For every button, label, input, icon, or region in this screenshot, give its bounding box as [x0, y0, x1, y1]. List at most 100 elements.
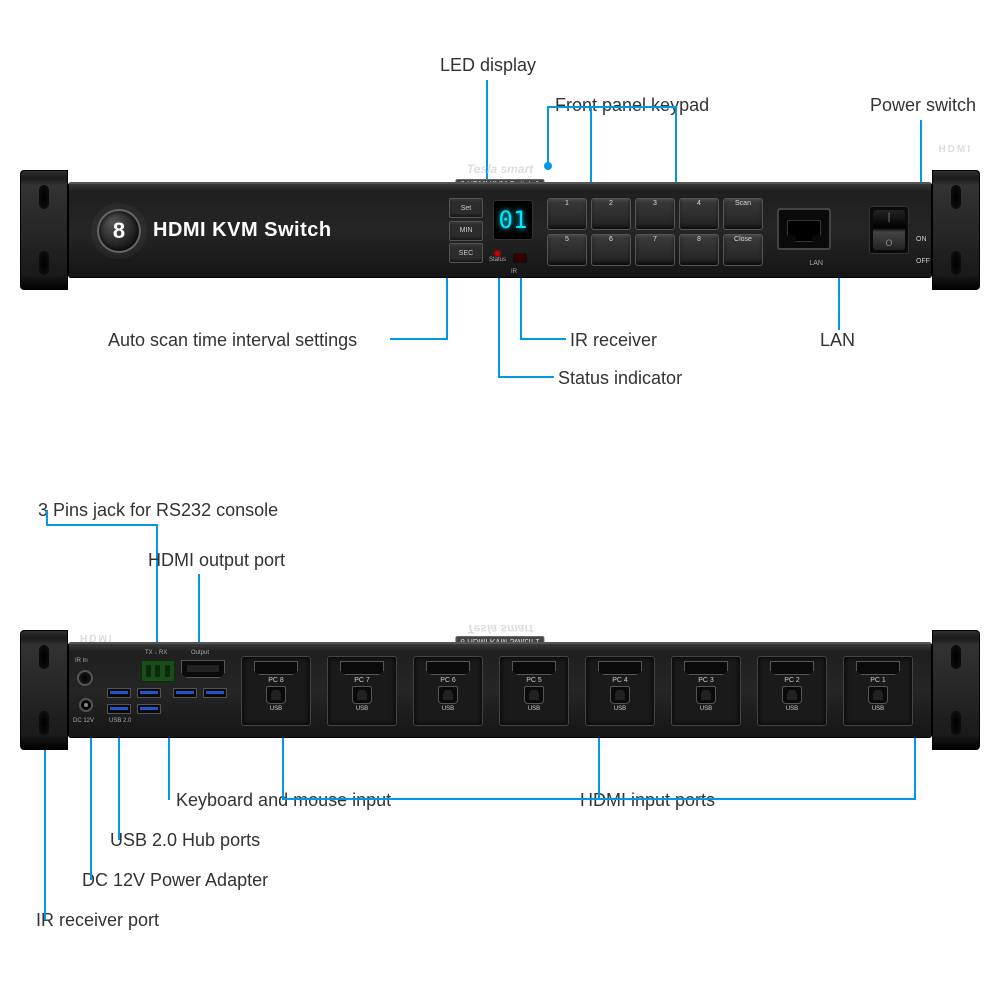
usb-b-port[interactable]: [610, 686, 630, 704]
usb-b-port[interactable]: [868, 686, 888, 704]
product-logo: 8 HDMI KVM Switch: [97, 209, 332, 253]
key-3[interactable]: 3: [635, 198, 675, 230]
usb-a-port[interactable]: [137, 704, 161, 714]
hdmi-input-port[interactable]: [770, 661, 814, 675]
hdmi-input-port[interactable]: [684, 661, 728, 675]
min-button[interactable]: MIN: [449, 221, 483, 241]
pc-port-block: PC 1 USB: [843, 656, 913, 726]
pc-label: PC 7: [354, 677, 370, 684]
rear-panel: HDMI 8 HDMI KVM Switch 1 Tesla smart IR …: [20, 630, 980, 750]
usb-label: USB: [442, 706, 454, 712]
usb-a-port[interactable]: [137, 688, 161, 698]
line: [520, 338, 566, 340]
callout-rs232: 3 Pins jack for RS232 console: [38, 500, 278, 521]
line: [547, 106, 677, 108]
rack-slot: [39, 645, 49, 669]
set-button[interactable]: Set: [449, 198, 483, 218]
rs232-port[interactable]: [141, 660, 175, 682]
line: [547, 106, 549, 166]
usb-b-port[interactable]: [352, 686, 372, 704]
ir-in-jack[interactable]: [77, 670, 93, 686]
sec-button[interactable]: SEC: [449, 243, 483, 263]
pc-label: PC 1: [870, 677, 886, 684]
pc-label: PC 4: [612, 677, 628, 684]
line: [46, 524, 158, 526]
callout-hdmi-in: HDMI input ports: [580, 790, 715, 811]
output-label: Output: [191, 650, 209, 656]
callout-ir-port: IR receiver port: [36, 910, 159, 931]
pc-port-block: PC 7 USB: [327, 656, 397, 726]
brand-line1: Tesla smart: [455, 622, 544, 636]
rack-ear-right: [932, 170, 980, 290]
key-close[interactable]: Close: [723, 234, 763, 266]
pc-label: PC 3: [698, 677, 714, 684]
callout-status: Status indicator: [558, 368, 682, 389]
hdmi-input-port[interactable]: [856, 661, 900, 675]
line: [498, 376, 554, 378]
on-off-labels: ON OFF: [916, 229, 930, 273]
hdmi-input-port[interactable]: [426, 661, 470, 675]
rack-slot: [39, 711, 49, 735]
usb-b-port[interactable]: [266, 686, 286, 704]
hdmi-logo: HDMI: [938, 144, 972, 155]
key-scan[interactable]: Scan: [723, 198, 763, 230]
key-1[interactable]: 1: [547, 198, 587, 230]
hdmi-input-port[interactable]: [512, 661, 556, 675]
led-display: 01: [493, 200, 533, 240]
key-7[interactable]: 7: [635, 234, 675, 266]
logo-badge: 8: [97, 209, 141, 253]
front-panel: Tesla smart 8 HDMI KVM Switch 1 HDMI 8 H…: [20, 170, 980, 290]
line: [390, 338, 446, 340]
key-5[interactable]: 5: [547, 234, 587, 266]
ir-in-label: IR In: [75, 658, 88, 664]
usb-a-port[interactable]: [203, 688, 227, 698]
pc-port-block: PC 6 USB: [413, 656, 483, 726]
callout-lan: LAN: [820, 330, 855, 351]
key-6[interactable]: 6: [591, 234, 631, 266]
key-2[interactable]: 2: [591, 198, 631, 230]
pc-label: PC 5: [526, 677, 542, 684]
usb-label: USB: [786, 706, 798, 712]
hdmi-input-port[interactable]: [254, 661, 298, 675]
rack-ear-left: [20, 170, 68, 290]
pc-port-block: PC 5 USB: [499, 656, 569, 726]
key-8[interactable]: 8: [679, 234, 719, 266]
callout-hdmi-out: HDMI output port: [148, 550, 285, 571]
rack-slot: [39, 185, 49, 209]
usb-label: USB: [872, 706, 884, 712]
pc-label: PC 2: [784, 677, 800, 684]
callout-ir-receiver: IR receiver: [570, 330, 657, 351]
dot: [544, 162, 552, 170]
usb-label: USB: [528, 706, 540, 712]
pc-label: PC 6: [440, 677, 456, 684]
rack-slot: [951, 645, 961, 669]
rack-slot: [951, 185, 961, 209]
pc-port-block: PC 2 USB: [757, 656, 827, 726]
hdmi-output-port[interactable]: [181, 660, 225, 678]
usb20-label: USB 2.0: [109, 718, 131, 724]
keypad: 1 2 3 4 Scan 5 6 7 8 Close: [547, 198, 763, 266]
usb-label: USB: [356, 706, 368, 712]
callout-usb-hub: USB 2.0 Hub ports: [110, 830, 260, 851]
callout-power-switch: Power switch: [870, 95, 976, 116]
usb-b-port[interactable]: [524, 686, 544, 704]
rack-ear-left: [20, 630, 68, 750]
usb-b-port[interactable]: [696, 686, 716, 704]
pc-label: PC 8: [268, 677, 284, 684]
lan-port[interactable]: [777, 208, 831, 250]
usb-b-port[interactable]: [438, 686, 458, 704]
brand-line1: Tesla smart: [455, 162, 544, 176]
usb-a-port[interactable]: [173, 688, 197, 698]
hdmi-input-port[interactable]: [598, 661, 642, 675]
key-4[interactable]: 4: [679, 198, 719, 230]
rear-body: IR In DC 12V USB 2.0 TX ↓ RX Output PC 8…: [68, 642, 932, 738]
power-switch[interactable]: ON OFF: [869, 206, 909, 254]
usb-b-port[interactable]: [782, 686, 802, 704]
logo-text: HDMI KVM Switch: [153, 219, 332, 242]
usb-a-port[interactable]: [107, 688, 131, 698]
usb-a-port[interactable]: [107, 704, 131, 714]
hdmi-input-port[interactable]: [340, 661, 384, 675]
dc-jack[interactable]: [79, 698, 93, 712]
rack-slot: [951, 251, 961, 275]
rack-slot: [951, 711, 961, 735]
